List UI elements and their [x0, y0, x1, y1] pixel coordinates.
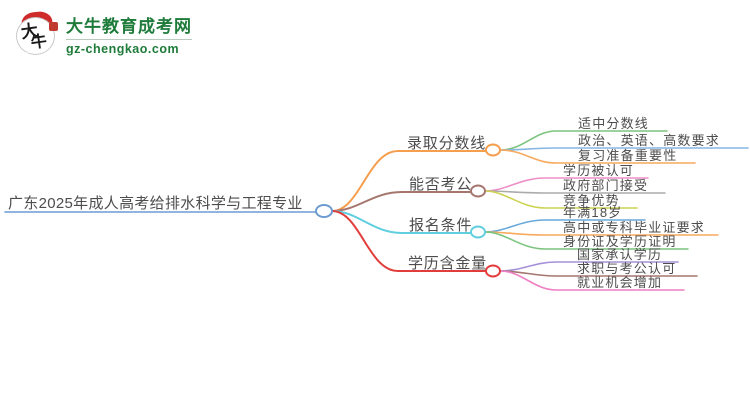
root-node-label[interactable]: 广东2025年成人高考给排水科学与工程专业: [8, 195, 303, 212]
logo-seal-icon: [49, 22, 58, 31]
branch-toggle-circle[interactable]: [470, 225, 486, 239]
leaf-label[interactable]: 适中分数线: [578, 116, 650, 131]
leaf-label[interactable]: 求职与考公认可: [577, 261, 677, 276]
branch-toggle-circle[interactable]: [485, 264, 501, 278]
leaf-label[interactable]: 政治、英语、高数要求: [578, 133, 721, 148]
branch-degree-value-label[interactable]: 学历含金量: [408, 255, 488, 272]
branch-toggle-circle[interactable]: [470, 184, 486, 198]
root-toggle-circle[interactable]: [315, 204, 333, 218]
leaf-link: [484, 231, 689, 250]
branch-civil-service-label[interactable]: 能否考公: [409, 176, 473, 193]
site-domain: gz-chengkao.com: [66, 39, 192, 56]
leaf-link: [499, 270, 685, 291]
logo-bubble-icon: [16, 17, 55, 55]
branch-degree-value-link: [331, 210, 486, 272]
leaf-label[interactable]: 年满18岁: [563, 205, 623, 220]
branch-requirements-link: [331, 210, 472, 234]
branch-score-line-link: [331, 150, 487, 212]
leaf-link: [499, 149, 696, 164]
branch-civil-service-link: [331, 191, 472, 212]
leaf-label[interactable]: 竞争优势: [563, 193, 620, 208]
logo-bull-badge-icon: 大 牛: [14, 10, 61, 61]
leaf-label[interactable]: 政府部门接受: [563, 178, 649, 193]
branch-toggle-circle[interactable]: [485, 143, 501, 157]
branch-requirements-label[interactable]: 报名条件: [409, 217, 473, 234]
site-name: 大牛教育成考网: [66, 17, 192, 36]
leaf-label[interactable]: 复习准备重要性: [578, 148, 678, 163]
site-logo[interactable]: 大 牛 大牛教育成考网 gz-chengkao.com: [14, 10, 192, 61]
leaf-label[interactable]: 高中或专科毕业证要求: [563, 220, 706, 235]
leaf-link: [484, 190, 638, 209]
leaf-label[interactable]: 国家承认学历: [577, 247, 663, 262]
leaf-label[interactable]: 就业机会增加: [577, 275, 663, 290]
leaf-label[interactable]: 学历被认可: [563, 163, 635, 178]
branch-score-line-label[interactable]: 录取分数线: [407, 135, 487, 152]
leaf-label[interactable]: 身份证及学历证明: [563, 234, 677, 249]
logo-text-block: 大牛教育成考网 gz-chengkao.com: [66, 11, 192, 56]
